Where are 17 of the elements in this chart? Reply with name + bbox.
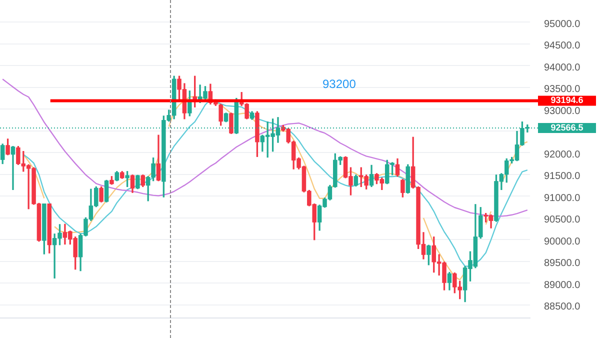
- y-tick-label: 92000.0: [544, 149, 581, 160]
- annotation: 93200: [322, 76, 356, 91]
- y-tick-label: 94500.0: [544, 40, 581, 52]
- y-tick-label: 95000.0: [544, 18, 581, 30]
- y-tick-label: 93500.0: [544, 84, 581, 96]
- y-tick-label: 91500.0: [544, 171, 581, 182]
- ref-line-label: 93194.6: [550, 95, 584, 106]
- ref-line-label: 92566.5: [550, 122, 584, 133]
- y-tick-label: 88500.0: [544, 302, 581, 313]
- y-tick-label: 89000.0: [544, 280, 581, 291]
- y-tick-label: 89500.0: [544, 258, 581, 270]
- candlestick: [10, 146, 16, 190]
- y-tick-label: 94000.0: [544, 62, 581, 74]
- y-tick-label: 91000.0: [544, 192, 581, 204]
- y-tick-label: 90000.0: [544, 236, 581, 248]
- y-tick-label: 90500.0: [544, 214, 581, 226]
- y-tick-label: 93000.0: [544, 106, 581, 117]
